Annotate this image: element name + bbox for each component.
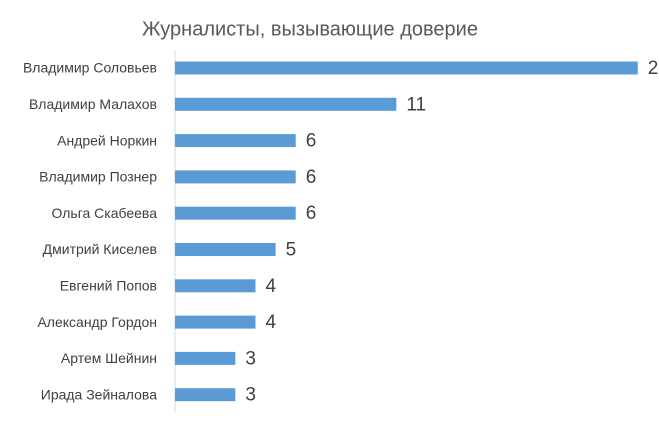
value-label: 11 (406, 94, 426, 115)
y-tick-label: Александр Гордон (37, 314, 157, 330)
value-label: 6 (306, 131, 317, 152)
value-label: 23 (648, 58, 659, 79)
chart-title: Журналисты, вызывающие доверие (142, 18, 478, 40)
bar (175, 97, 397, 111)
y-tick-label: Владимир Соловьев (23, 60, 157, 76)
bar (175, 279, 256, 293)
value-label: 3 (245, 385, 256, 406)
y-tick-label: Евгений Попов (60, 278, 157, 294)
bar (175, 61, 638, 75)
bar (175, 243, 276, 256)
y-tick-label: Владимир Малахов (29, 96, 157, 112)
bar (175, 170, 296, 184)
y-tick-label: Андрей Норкин (57, 132, 157, 148)
y-tick-label: Артем Шейнин (61, 350, 157, 366)
value-label: 4 (265, 276, 276, 297)
value-label: 6 (306, 203, 317, 224)
bar (175, 388, 236, 402)
value-label: 5 (286, 240, 297, 261)
y-tick-label: Дмитрий Киселев (43, 241, 157, 257)
y-tick-label: Ольга Скабеева (52, 205, 158, 221)
bar (175, 134, 296, 148)
bar (175, 315, 256, 329)
value-label: 4 (265, 312, 276, 333)
value-label: 3 (245, 348, 256, 369)
value-label: 6 (306, 167, 317, 188)
y-tick-label: Ирада Зейналова (41, 386, 157, 402)
y-tick-label: Владимир Познер (39, 169, 157, 185)
bar (175, 206, 296, 220)
bar (175, 351, 236, 365)
